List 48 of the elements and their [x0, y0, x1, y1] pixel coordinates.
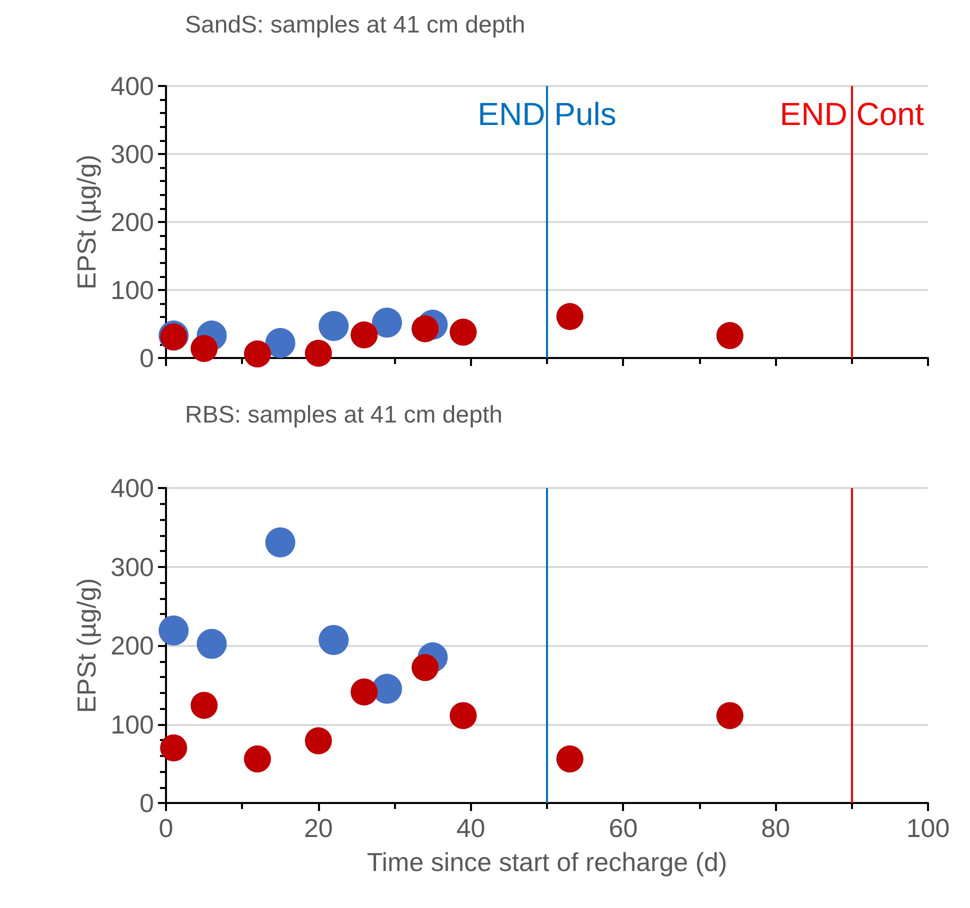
y-tick-label: 200: [110, 207, 154, 237]
point: [304, 727, 332, 754]
point: [350, 678, 378, 706]
point: [196, 628, 227, 659]
point: [556, 745, 584, 772]
point: [160, 734, 188, 762]
ref-line-label: END Puls: [478, 96, 616, 132]
point: [716, 322, 744, 350]
point: [304, 340, 332, 367]
point: [318, 624, 349, 655]
chart-title: RBS: samples at 41 cm depth: [185, 402, 502, 428]
y-axis-title: EPSt (µg/g): [72, 578, 102, 713]
y-tick-label: 300: [110, 139, 154, 169]
point: [190, 334, 218, 362]
point: [350, 321, 378, 348]
ref-line-label: END Cont: [780, 96, 924, 132]
point: [265, 527, 296, 558]
x-tick-label: 100: [906, 813, 950, 843]
point: [190, 692, 218, 719]
y-tick-label: 0: [140, 343, 154, 373]
y-axis-title: EPSt (µg/g): [72, 154, 102, 290]
x-tick-label: 40: [456, 813, 486, 843]
x-tick-label: 20: [304, 813, 333, 843]
y-tick-label: 300: [110, 552, 154, 582]
y-tick-label: 100: [110, 275, 154, 305]
point: [372, 308, 402, 338]
chart-title: SandS: samples at 41 cm depth: [185, 12, 526, 38]
point: [372, 674, 402, 704]
x-tick-label: 0: [158, 813, 174, 843]
point: [244, 745, 271, 772]
x-axis-title: Time since start of recharge (d): [366, 847, 728, 877]
point: [318, 311, 349, 342]
point: [450, 702, 477, 730]
point: [716, 702, 744, 730]
point: [158, 616, 189, 646]
point: [412, 654, 439, 682]
point: [556, 303, 584, 330]
y-tick-label: 0: [140, 788, 154, 818]
y-tick-label: 400: [110, 71, 154, 101]
point: [244, 340, 271, 368]
y-tick-label: 400: [110, 473, 154, 503]
point: [450, 318, 477, 346]
x-tick-label: 80: [761, 813, 790, 843]
point: [265, 328, 296, 358]
y-tick-label: 100: [110, 709, 154, 740]
y-tick-label: 200: [110, 630, 154, 660]
x-tick-label: 60: [608, 813, 638, 843]
point: [412, 315, 439, 342]
